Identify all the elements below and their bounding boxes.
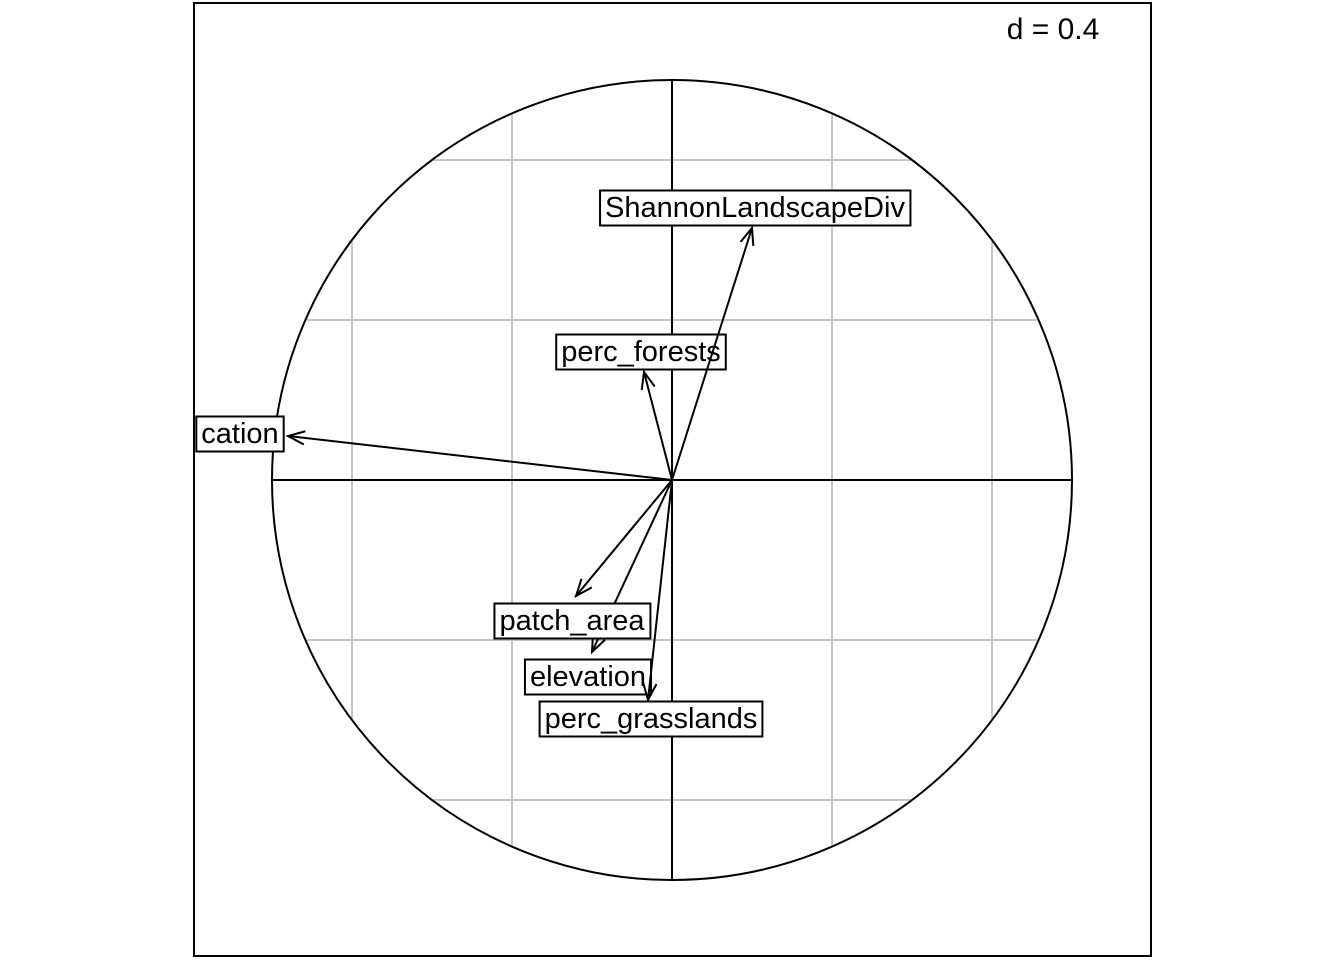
arrowhead-icon — [590, 633, 606, 655]
variable-patch-area: patch_area — [493, 479, 673, 640]
svg-text:cation: cation — [201, 418, 278, 450]
label-box — [493, 602, 652, 640]
unit-circle — [271, 79, 1073, 881]
variable-arrow-patch-area — [575, 479, 673, 597]
svg-text:elevation: elevation — [530, 661, 646, 693]
arrowhead-icon — [285, 430, 306, 446]
variable-shannonlandscapediv: ShannonLandscapeDiv — [599, 189, 912, 481]
variable-arrow-perc-grasslands — [647, 479, 673, 701]
svg-text:perc_forests: perc_forests — [561, 336, 721, 368]
variable-cation: cation — [195, 415, 673, 481]
arrowhead-icon — [640, 369, 656, 390]
label-box — [555, 333, 727, 371]
arrowhead-icon — [574, 578, 593, 599]
variable-arrow-cation — [287, 435, 673, 481]
variable-label-perc-grasslands: perc_grasslands — [538, 700, 764, 738]
svg-text:patch_area: patch_area — [499, 605, 645, 637]
svg-text:perc_grasslands: perc_grasslands — [545, 703, 758, 735]
svg-text:ShannonLandscapeDiv: ShannonLandscapeDiv — [605, 192, 905, 224]
variable-label-cation: cation — [195, 415, 285, 453]
variable-arrow-perc-forests — [643, 371, 673, 481]
variable-perc-grasslands: perc_grasslands — [538, 479, 764, 738]
label-box — [538, 700, 764, 738]
label-box — [523, 658, 653, 696]
variable-elevation: elevation — [523, 479, 673, 696]
grid-scale-label: d = 0.4 — [1006, 13, 1100, 46]
variable-label-patch-area: patch_area — [493, 602, 652, 640]
variable-label-perc-forests: perc_forests — [555, 333, 727, 371]
variable-label-shannonlandscapediv: ShannonLandscapeDiv — [599, 189, 912, 227]
arrowhead-icon — [739, 225, 755, 247]
label-box — [599, 189, 912, 227]
variable-perc-forests: perc_forests — [555, 333, 727, 481]
arrowhead-icon — [642, 682, 658, 703]
variable-label-elevation: elevation — [523, 658, 653, 696]
label-box — [195, 415, 285, 453]
variable-arrow-shannonlandscapediv — [671, 227, 753, 481]
